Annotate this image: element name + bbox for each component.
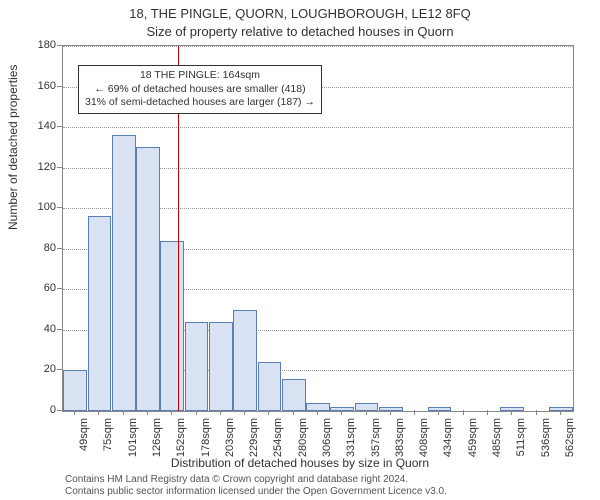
x-tick-mark	[487, 410, 488, 415]
y-tick-label: 180	[26, 39, 56, 51]
attribution-line1: Contains HM Land Registry data © Crown c…	[65, 474, 447, 486]
x-tick-mark	[414, 410, 415, 415]
y-tick-label: 140	[26, 120, 56, 132]
y-tick-mark	[57, 369, 62, 370]
x-tick-mark	[244, 410, 245, 415]
histogram-bar	[379, 407, 403, 411]
chart-title: 18, THE PINGLE, QUORN, LOUGHBOROUGH, LE1…	[0, 6, 600, 21]
chart-subtitle: Size of property relative to detached ho…	[0, 24, 600, 39]
x-tick-mark	[98, 410, 99, 415]
y-tick-mark	[57, 45, 62, 46]
y-tick-label: 160	[26, 80, 56, 92]
y-tick-mark	[57, 288, 62, 289]
attribution: Contains HM Land Registry data © Crown c…	[65, 474, 447, 498]
x-tick-mark	[438, 410, 439, 415]
annotation-box: 18 THE PINGLE: 164sqm← 69% of detached h…	[78, 65, 322, 114]
x-tick-mark	[268, 410, 269, 415]
x-tick-mark	[123, 410, 124, 415]
annotation-line: ← 69% of detached houses are smaller (41…	[85, 83, 315, 97]
y-tick-mark	[57, 248, 62, 249]
histogram-bar	[549, 407, 573, 411]
x-tick-mark	[511, 410, 512, 415]
x-tick-mark	[560, 410, 561, 415]
histogram-bar	[88, 216, 112, 411]
y-tick-mark	[57, 86, 62, 87]
histogram-bar	[160, 241, 184, 411]
histogram-bar	[112, 135, 136, 411]
y-tick-label: 80	[26, 242, 56, 254]
x-tick-mark	[317, 410, 318, 415]
x-tick-mark	[366, 410, 367, 415]
histogram-bar	[209, 322, 233, 411]
x-tick-mark	[147, 410, 148, 415]
x-tick-mark	[463, 410, 464, 415]
y-tick-label: 100	[26, 201, 56, 213]
gridline	[63, 46, 573, 47]
x-tick-mark	[171, 410, 172, 415]
y-axis-label: Number of detached properties	[6, 65, 20, 230]
histogram-bar	[258, 362, 282, 411]
y-tick-label: 0	[26, 404, 56, 416]
x-tick-mark	[293, 410, 294, 415]
y-tick-label: 60	[26, 282, 56, 294]
y-tick-label: 40	[26, 323, 56, 335]
annotation-line: 18 THE PINGLE: 164sqm	[85, 69, 315, 83]
y-tick-label: 120	[26, 161, 56, 173]
gridline	[63, 127, 573, 128]
y-tick-mark	[57, 410, 62, 411]
y-tick-label: 20	[26, 363, 56, 375]
x-tick-mark	[74, 410, 75, 415]
attribution-line2: Contains public sector information licen…	[65, 486, 447, 498]
histogram-bar	[136, 147, 160, 411]
y-tick-mark	[57, 329, 62, 330]
histogram-bar	[63, 370, 87, 411]
x-tick-mark	[390, 410, 391, 415]
x-axis-label: Distribution of detached houses by size …	[0, 456, 600, 470]
y-tick-mark	[57, 207, 62, 208]
y-tick-mark	[57, 167, 62, 168]
x-tick-mark	[220, 410, 221, 415]
x-tick-mark	[341, 410, 342, 415]
x-tick-mark	[536, 410, 537, 415]
annotation-line: 31% of semi-detached houses are larger (…	[85, 96, 315, 110]
x-tick-mark	[196, 410, 197, 415]
histogram-bar	[282, 379, 306, 411]
y-tick-mark	[57, 126, 62, 127]
histogram-bar	[233, 310, 257, 411]
histogram-bar	[185, 322, 209, 411]
